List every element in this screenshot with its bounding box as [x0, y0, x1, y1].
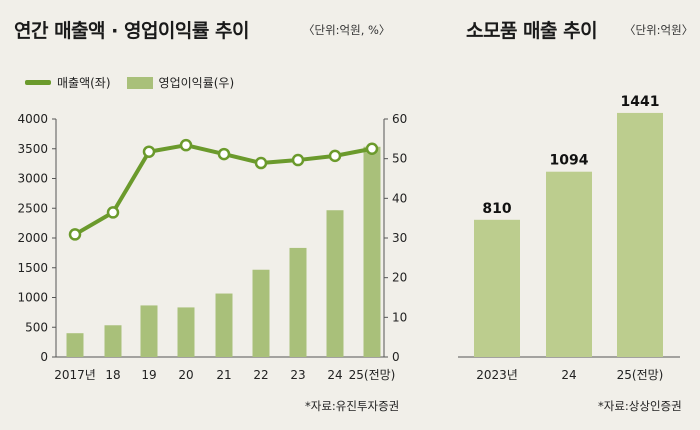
revenue-point	[291, 153, 305, 167]
legend-line-swatch	[25, 80, 51, 85]
consumables-bar	[546, 171, 592, 357]
right-x-tick-label: 25(전망)	[617, 368, 664, 382]
y-right-tick-label: 0	[392, 350, 400, 364]
x-tick-label: 21	[216, 368, 231, 382]
y-left-tick-label: 4000	[17, 112, 48, 126]
right-x-tick-label: 24	[561, 368, 576, 382]
y-left-tick-label: 0	[40, 350, 48, 364]
revenue-point	[106, 206, 120, 219]
margin-bar	[363, 146, 381, 357]
left-chart-legend: 매출액(좌) 영업이익률(우)	[25, 74, 234, 91]
revenue-point	[142, 145, 156, 158]
right-chart-source: *자료:상상인증권	[598, 399, 682, 413]
revenue-point	[217, 147, 231, 161]
y-left-tick-label: 1500	[17, 261, 48, 275]
margin-bar	[215, 293, 233, 357]
x-tick-label: 18	[105, 368, 120, 382]
right-x-tick-label: 2023년	[476, 368, 518, 382]
margin-bar	[289, 247, 307, 357]
x-tick-label: 2017년	[54, 368, 96, 382]
consumables-value-label: 1094	[550, 153, 589, 169]
y-right-tick-label: 40	[392, 191, 407, 205]
revenue-point	[365, 142, 379, 155]
margin-bar	[177, 307, 195, 357]
y-left-tick-label: 2500	[17, 201, 48, 215]
y-right-tick-label: 30	[392, 231, 407, 245]
right-chart-unit: 〈단위:억원〉	[624, 23, 694, 37]
consumables-value-label: 1441	[621, 94, 660, 110]
y-right-tick-label: 10	[392, 310, 407, 324]
margin-bar	[252, 269, 270, 357]
margin-bar	[140, 305, 158, 357]
left-chart-source: *자료:유진투자증권	[305, 399, 400, 413]
revenue-point	[254, 156, 268, 170]
x-tick-label: 19	[141, 368, 156, 382]
consumables-bar	[474, 219, 520, 357]
y-left-tick-label: 3000	[17, 172, 48, 186]
y-left-tick-label: 1000	[17, 291, 48, 305]
x-tick-label: 22	[253, 368, 268, 382]
x-tick-label: 24	[327, 368, 342, 382]
y-right-tick-label: 50	[392, 152, 407, 166]
margin-bar	[66, 333, 84, 357]
y-right-tick-label: 60	[392, 112, 407, 126]
legend-line-label: 매출액(좌)	[57, 76, 111, 90]
y-left-tick-label: 3500	[17, 142, 48, 156]
consumables-value-label: 810	[482, 201, 511, 217]
y-left-tick-label: 500	[25, 320, 48, 334]
left-chart-unit: 〈단위:억원, %〉	[303, 23, 391, 37]
x-tick-label: 23	[290, 368, 305, 382]
consumables-bar	[617, 112, 663, 357]
legend-bar-swatch	[126, 76, 153, 89]
y-right-tick-label: 20	[392, 271, 407, 285]
revenue-point	[68, 228, 82, 241]
revenue-point	[179, 138, 193, 152]
revenue-point	[328, 149, 342, 163]
margin-bar	[104, 325, 122, 357]
margin-bar	[326, 210, 344, 357]
legend-bar-label: 영업이익률(우)	[158, 76, 235, 90]
left-chart-title: 연간 매출액 · 영업이익률 추이	[14, 20, 249, 42]
x-tick-label: 20	[178, 368, 193, 382]
right-chart-title: 소모품 매출 추이	[466, 20, 598, 42]
x-tick-label: 25(전망)	[349, 368, 396, 382]
y-left-tick-label: 2000	[17, 231, 48, 245]
